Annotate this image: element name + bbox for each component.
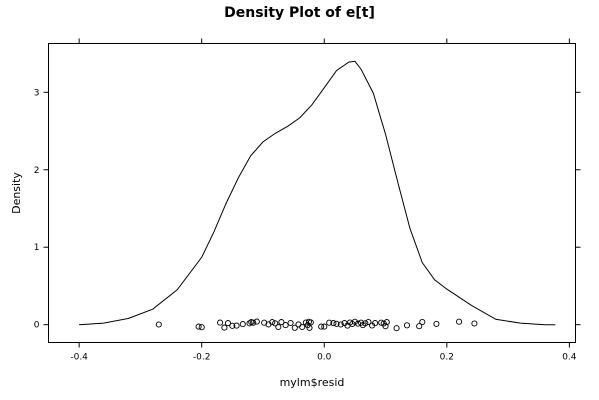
rug-point — [382, 323, 389, 330]
rug-point — [383, 319, 390, 326]
rug-point — [269, 319, 276, 326]
rug-point — [351, 318, 358, 325]
rug-point — [456, 318, 463, 325]
rug-point — [372, 320, 379, 327]
rug-points — [155, 318, 478, 332]
plot-frame — [48, 43, 576, 343]
x-tick-label: -0.4 — [70, 353, 88, 363]
rug-point — [287, 319, 294, 327]
rug-point — [272, 320, 279, 327]
rug-point — [403, 322, 411, 329]
rug-point — [224, 320, 232, 327]
x-tick-label: -0.2 — [193, 353, 211, 363]
rug-point — [291, 324, 298, 331]
x-axis-label: mylm$resid — [280, 376, 345, 389]
rug-point — [393, 325, 400, 332]
y-tick-label: 1 — [34, 243, 40, 253]
rug-point — [306, 324, 313, 331]
rug-point — [471, 320, 478, 327]
rug-point — [433, 320, 440, 327]
rug-point — [253, 318, 260, 325]
rug-point — [221, 324, 228, 331]
y-axis-label: Density — [10, 172, 23, 214]
x-tick-label: 0.4 — [562, 353, 577, 363]
y-tick-label: 2 — [34, 166, 40, 176]
rug-point — [282, 322, 289, 329]
rug-point — [278, 319, 285, 326]
rug-point — [326, 319, 333, 326]
density-curve — [79, 60, 556, 326]
rug-point — [378, 319, 385, 326]
rug-point — [333, 320, 340, 327]
rug-point — [419, 318, 426, 326]
y-tick-label: 3 — [34, 88, 40, 98]
rug-point — [337, 321, 344, 328]
rug-point — [295, 321, 302, 328]
tick-layer: -0.4 -0.2 0.0 0.2 0.4 0 1 2 3 — [34, 38, 581, 363]
rug-point — [362, 320, 369, 327]
chart-title: Density Plot of e[t] — [224, 5, 375, 21]
rug-point — [195, 323, 202, 330]
rug-point — [229, 322, 236, 329]
rug-point — [250, 319, 257, 326]
rug-point — [275, 323, 282, 331]
rug-point — [155, 321, 162, 328]
y-tick-label: 0 — [34, 321, 40, 331]
rug-point — [239, 321, 246, 328]
rug-point — [217, 319, 224, 326]
rug-point — [307, 319, 314, 326]
rug-point — [321, 323, 328, 330]
x-tick-label: 0.2 — [440, 353, 454, 363]
rug-point — [416, 323, 423, 330]
rug-point — [318, 323, 325, 330]
rug-point — [299, 323, 306, 331]
rug-point — [198, 324, 205, 331]
x-tick-label: 0.0 — [317, 353, 332, 363]
rug-point — [365, 318, 372, 326]
rug-point — [330, 320, 337, 327]
rug-point — [233, 322, 240, 329]
